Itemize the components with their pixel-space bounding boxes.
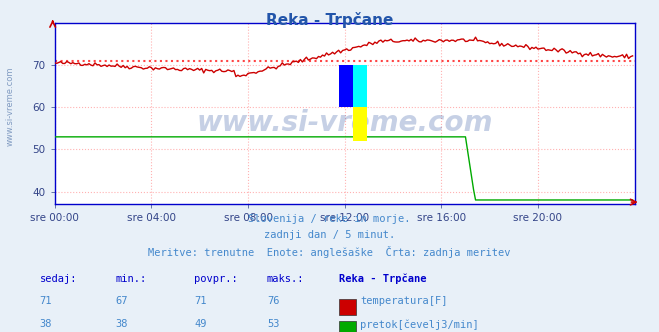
Text: 67: 67: [115, 296, 128, 306]
Text: sedaj:: sedaj:: [40, 274, 77, 284]
Text: 53: 53: [267, 319, 279, 329]
Text: 38: 38: [40, 319, 52, 329]
Text: min.:: min.:: [115, 274, 146, 284]
Text: Reka - Trpčane: Reka - Trpčane: [339, 274, 427, 285]
Text: povpr.:: povpr.:: [194, 274, 238, 284]
Text: maks.:: maks.:: [267, 274, 304, 284]
Text: Slovenija / reke in morje.: Slovenija / reke in morje.: [248, 214, 411, 224]
Text: 49: 49: [194, 319, 207, 329]
Text: www.si-vreme.com: www.si-vreme.com: [196, 109, 493, 137]
Text: 71: 71: [194, 296, 207, 306]
Text: 76: 76: [267, 296, 279, 306]
Text: Reka - Trpčane: Reka - Trpčane: [266, 12, 393, 28]
Text: Meritve: trenutne  Enote: anglešaške  Črta: zadnja meritev: Meritve: trenutne Enote: anglešaške Črta…: [148, 246, 511, 258]
Bar: [353, 65, 367, 107]
Text: zadnji dan / 5 minut.: zadnji dan / 5 minut.: [264, 230, 395, 240]
Text: www.si-vreme.com: www.si-vreme.com: [5, 66, 14, 146]
Bar: [339, 65, 353, 107]
Text: temperatura[F]: temperatura[F]: [360, 296, 448, 306]
Bar: [353, 99, 367, 141]
Text: 71: 71: [40, 296, 52, 306]
Text: pretok[čevelj3/min]: pretok[čevelj3/min]: [360, 319, 479, 330]
Text: 38: 38: [115, 319, 128, 329]
